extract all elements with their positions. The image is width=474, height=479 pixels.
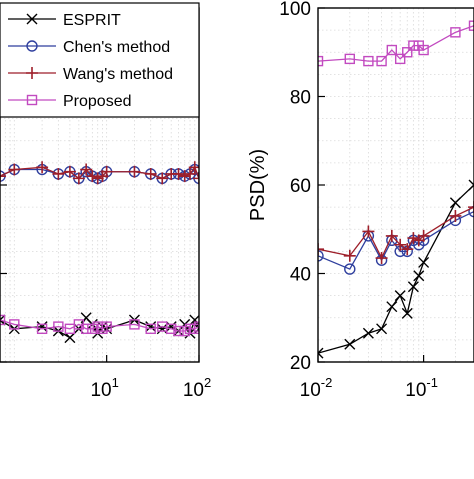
legend-label: Proposed — [63, 93, 132, 110]
legend-label: Chen's method — [63, 39, 170, 56]
data-point — [52, 168, 64, 180]
data-point — [145, 168, 157, 180]
data-point — [419, 257, 429, 267]
data-point — [146, 322, 156, 332]
y-tick-label: 40 — [290, 265, 311, 286]
legend-label: Wang's method — [63, 66, 173, 83]
x-tick-label: 102 — [183, 375, 211, 401]
series-line-wang-s-method — [318, 207, 474, 258]
x-tick-label: 101 — [90, 375, 118, 401]
data-point — [344, 250, 356, 262]
plot-area — [312, 8, 474, 362]
y-tick-label: 20 — [290, 353, 311, 374]
data-point — [128, 166, 140, 178]
x-tick-label: 10-2 — [300, 375, 333, 401]
data-point — [362, 225, 374, 237]
x-tick-exponent: 1 — [112, 375, 119, 390]
x-tick-base: 10 — [300, 380, 321, 401]
y-tick-label: 100 — [279, 0, 311, 20]
y-axis-label: PSD(%) — [247, 149, 269, 221]
data-point — [387, 302, 397, 312]
x-tick-label: 10-1 — [405, 375, 438, 401]
x-tick-exponent: -1 — [426, 375, 438, 390]
x-tick-exponent: 2 — [204, 375, 211, 390]
x-tick-base: 10 — [90, 380, 111, 401]
data-point — [179, 170, 191, 182]
y-tick-label: 80 — [290, 88, 311, 109]
y-tick-label: 60 — [290, 176, 311, 197]
legend: ESPRIT Chen's method Wang's method Proposed — [0, 3, 199, 117]
x-tick-base: 10 — [183, 380, 204, 401]
x-tick-exponent: -2 — [321, 375, 333, 390]
series-line-esprit — [318, 185, 474, 353]
data-point — [450, 198, 460, 208]
legend-label: ESPRIT — [63, 12, 121, 29]
data-point — [408, 282, 418, 292]
x-tick-base: 10 — [405, 380, 426, 401]
